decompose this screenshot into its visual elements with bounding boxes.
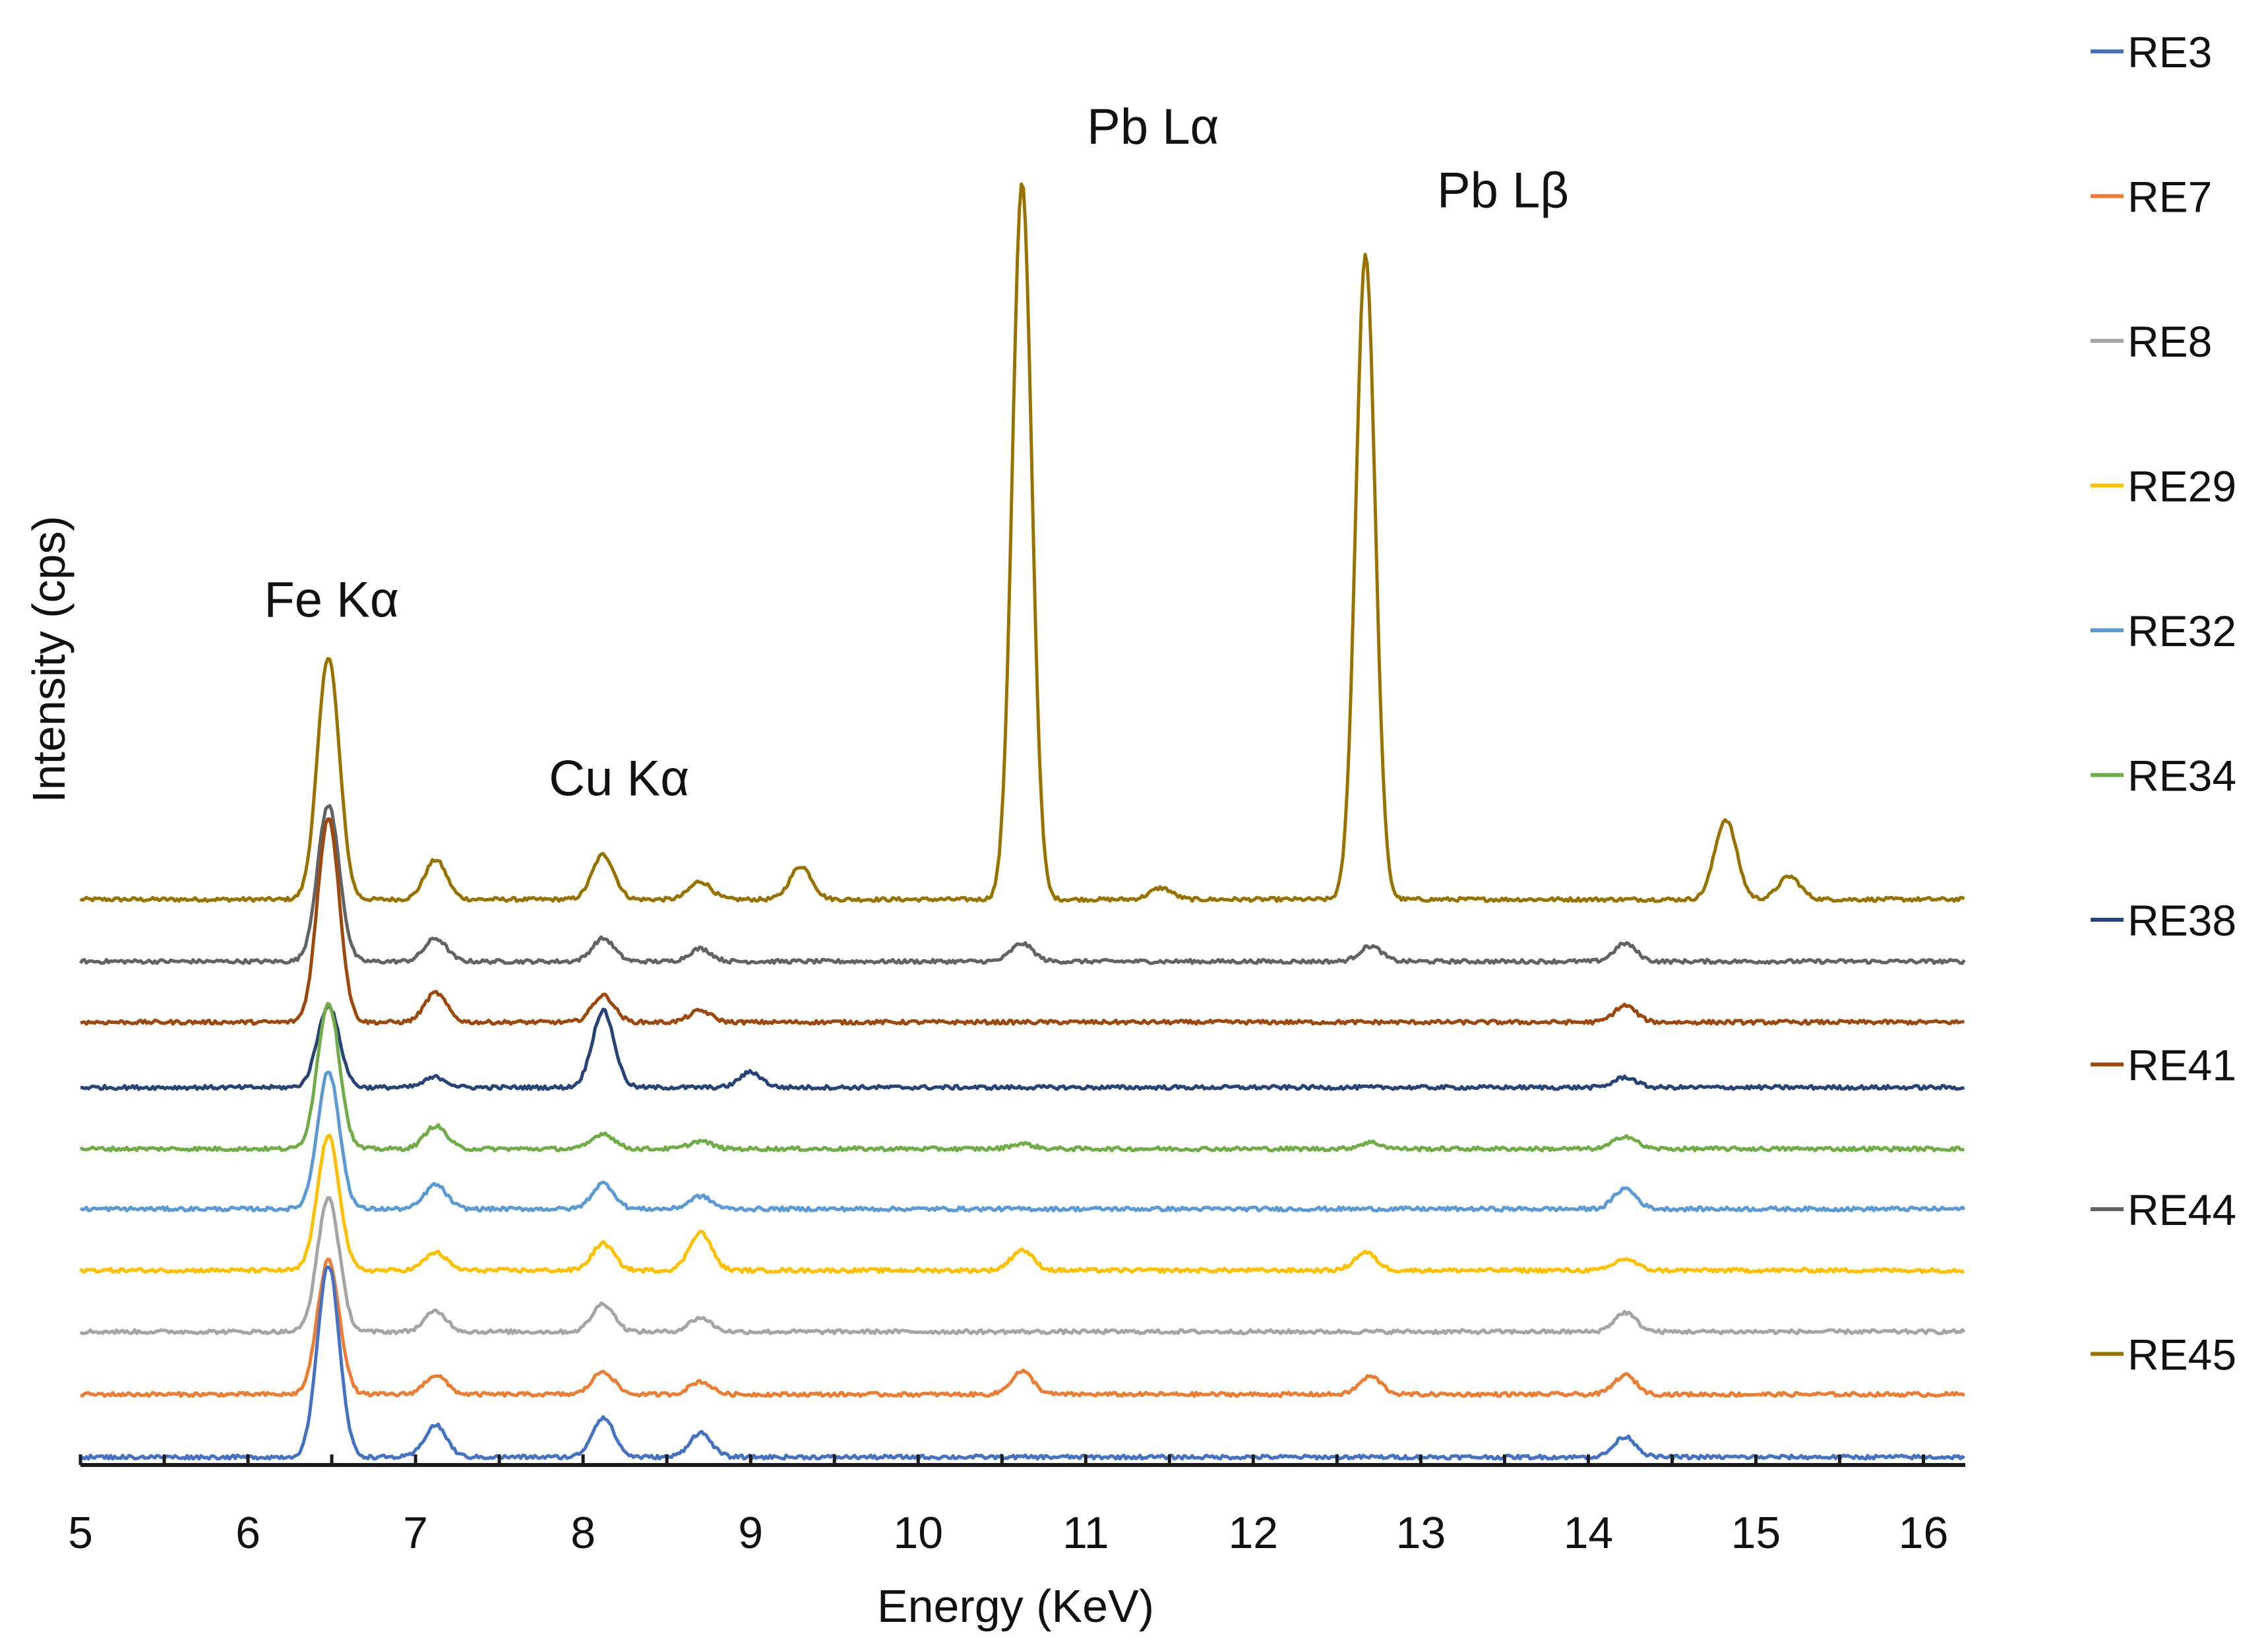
- x-tick-label: 14: [1564, 1508, 1614, 1558]
- x-tick-label: 6: [235, 1508, 261, 1558]
- legend-label: RE7: [2128, 173, 2212, 222]
- series-line-re45: [79, 182, 1965, 903]
- series-line-re7: [80, 1257, 1966, 1398]
- peak-label: Cu Kα: [549, 750, 689, 806]
- legend-item-re32: RE32: [2091, 607, 2236, 655]
- series-line-re29: [79, 1133, 1965, 1274]
- x-axis-ticks: 5 6 7 8 9 10 11 12 13 14 15 16: [68, 1454, 1948, 1558]
- peak-annotations: Fe Kα Cu Kα Pb Lα Pb Lβ: [264, 99, 1569, 807]
- legend-item-re44: RE44: [2091, 1185, 2236, 1234]
- series-line-re44: [78, 804, 1966, 965]
- legend-item-re34: RE34: [2091, 752, 2236, 800]
- series-line-re3: [79, 1265, 1965, 1461]
- x-tick-label: 5: [68, 1508, 93, 1558]
- x-tick-label: 9: [738, 1508, 763, 1558]
- x-tick-label: 10: [893, 1508, 943, 1558]
- peak-label: Pb Lα: [1087, 99, 1219, 155]
- legend-label: RE3: [2128, 28, 2212, 76]
- legend-item-re7: RE7: [2091, 173, 2212, 222]
- y-axis-title: Intensity (cps): [23, 516, 75, 803]
- x-tick-label: 16: [1899, 1508, 1949, 1558]
- legend-item-re38: RE38: [2091, 896, 2236, 945]
- x-tick-label: 12: [1228, 1508, 1278, 1558]
- series-layer: [78, 182, 1966, 1461]
- series-line-re34: [79, 1001, 1965, 1152]
- legend-label: RE32: [2128, 607, 2236, 655]
- legend-item-re45: RE45: [2091, 1330, 2236, 1379]
- legend-item-re41: RE41: [2091, 1041, 2236, 1090]
- legend-label: RE41: [2128, 1041, 2236, 1090]
- series-line-re32: [79, 1070, 1966, 1212]
- legend-label: RE38: [2128, 896, 2236, 945]
- series-line-re8: [79, 1196, 1966, 1336]
- legend-item-re8: RE8: [2091, 317, 2212, 366]
- legend: RE3 RE7 RE8 RE29 RE32 RE34 RE38 RE41 RE44 RE45: [2091, 28, 2236, 1379]
- legend-label: RE45: [2128, 1330, 2236, 1379]
- x-tick-label: 15: [1731, 1508, 1781, 1558]
- legend-item-re3: RE3: [2091, 28, 2212, 76]
- peak-label: Fe Kα: [264, 572, 398, 628]
- legend-item-re29: RE29: [2091, 462, 2236, 511]
- x-tick-label: 11: [1062, 1508, 1109, 1558]
- x-tick-label: 7: [403, 1508, 428, 1558]
- x-tick-label: 13: [1396, 1508, 1446, 1558]
- peak-label: Pb Lβ: [1437, 162, 1569, 218]
- legend-label: RE29: [2128, 462, 2236, 511]
- series-line-re41: [80, 817, 1965, 1026]
- x-axis-title: Energy (KeV): [877, 1580, 1154, 1632]
- x-tick-label: 8: [570, 1508, 596, 1558]
- legend-label: RE34: [2128, 752, 2236, 800]
- legend-label: RE44: [2128, 1185, 2236, 1234]
- series-line-re38: [80, 1003, 1965, 1091]
- legend-label: RE8: [2128, 317, 2212, 366]
